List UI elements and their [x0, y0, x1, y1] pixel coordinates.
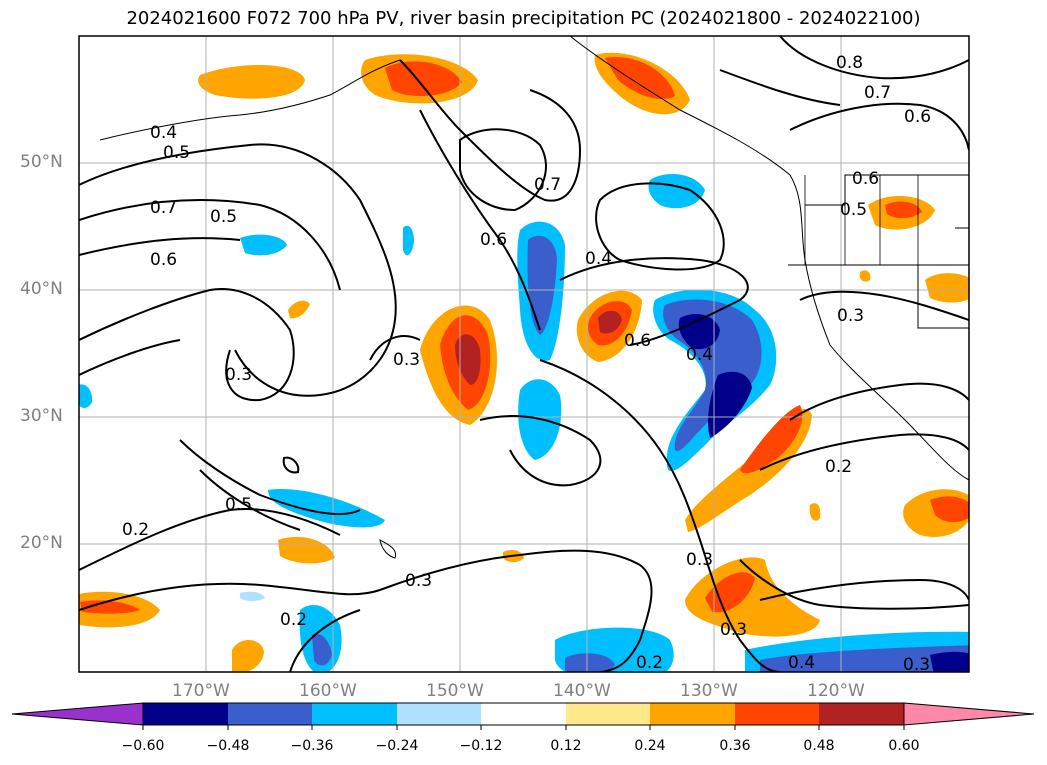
lon-label: 120°W [807, 681, 865, 701]
pos-area [598, 310, 622, 334]
contour-label: 0.6 [150, 250, 177, 270]
colorbar [11, 702, 1035, 730]
contour-label: 0.5 [225, 495, 252, 515]
contour-label: 0.3 [720, 620, 747, 640]
lat-label: 20°N [20, 533, 63, 553]
neg-area [648, 174, 705, 209]
contour-label: 0.5 [840, 200, 867, 220]
lon-label: 160°W [299, 681, 357, 701]
lat-label: 50°N [20, 152, 63, 172]
lon-label: 140°W [553, 681, 611, 701]
neg-area [240, 591, 265, 601]
colorbar-segment [228, 703, 312, 725]
map-title: 2024021600 F072 700 hPa PV, river basin … [126, 8, 921, 29]
pos-area [80, 600, 140, 614]
colorbar-segment [650, 703, 735, 725]
contour-label: 0.4 [150, 123, 177, 143]
contour-label: 0.8 [836, 53, 863, 73]
coastlines [99, 36, 969, 559]
neg-area [930, 651, 969, 672]
neg-area [312, 633, 332, 666]
colorbar-tick-label: 0.48 [803, 738, 835, 754]
pos-area [278, 536, 335, 564]
contour-label: 0.2 [122, 520, 149, 540]
neg-area [240, 234, 287, 256]
pos-area [232, 640, 264, 672]
contour-label: 0.5 [163, 143, 190, 163]
pos-area [198, 64, 305, 99]
pos-area [288, 300, 310, 319]
colorbar-tick-label: 0.12 [550, 738, 582, 754]
contour-label: 0.5 [210, 207, 237, 227]
colorbar-segment [566, 703, 650, 725]
pos-area [740, 405, 803, 474]
colorbar-tick-label: 0.36 [719, 738, 751, 754]
contour-label: 0.2 [280, 610, 307, 630]
colorbar-tick-label: −0.48 [206, 738, 250, 754]
pv-contours [79, 36, 969, 672]
contour-label: 0.3 [225, 365, 252, 385]
contour-label: 0.4 [686, 345, 713, 365]
map-frame [78, 35, 970, 673]
pos-area [925, 273, 969, 303]
contour-label: 0.7 [864, 83, 891, 103]
contour-label: 0.3 [837, 306, 864, 326]
contour-label: 0.6 [904, 107, 931, 127]
contour-label: 0.2 [636, 653, 663, 673]
colorbar-max-arrow [903, 702, 1035, 726]
lat-label: 40°N [20, 279, 63, 299]
pos-area [455, 334, 481, 385]
contour-label: 0.3 [405, 571, 432, 591]
colorbar-min-arrow [11, 702, 144, 726]
pos-area [859, 270, 871, 282]
contour-label: 0.6 [852, 169, 879, 189]
lon-label: 170°W [172, 681, 230, 701]
pos-area [885, 201, 922, 219]
lat-label: 30°N [20, 406, 63, 426]
contour-label: 0.7 [534, 175, 561, 195]
neg-area [403, 225, 414, 256]
neg-area [527, 235, 557, 335]
contour-label: 0.3 [686, 550, 713, 570]
colorbar-tick-label: −0.60 [121, 738, 165, 754]
precip-shading [79, 52, 969, 672]
colorbar-tick-label: −0.36 [290, 738, 334, 754]
colorbar-segment [819, 703, 904, 725]
colorbar-tick-label: 0.60 [888, 738, 920, 754]
neg-area [79, 384, 93, 408]
pos-area [705, 572, 755, 613]
pos-area [930, 496, 969, 523]
colorbar-segment [481, 703, 566, 725]
colorbar-segment [312, 703, 397, 725]
colorbar-segment [735, 703, 819, 725]
neg-area [678, 314, 720, 350]
contour-label: 0.6 [624, 331, 651, 351]
contour-label-group: 0.8 0.7 0.6 0.4 0.5 0.7 0.6 0.5 0.7 0.6 … [122, 53, 931, 675]
graticule [79, 36, 969, 672]
colorbar-segment [397, 703, 481, 725]
neg-area [268, 489, 385, 528]
colorbar-tick-label: −0.24 [375, 738, 419, 754]
contour-label: 0.2 [825, 457, 852, 477]
lon-label: 130°W [680, 681, 738, 701]
neg-area [565, 653, 615, 672]
pos-area [385, 61, 462, 97]
pos-area [809, 503, 821, 521]
contour-label: 0.3 [393, 350, 420, 370]
contour-label: 0.6 [480, 230, 507, 250]
contour-label: 0.3 [903, 655, 930, 675]
neg-area [760, 645, 969, 672]
colorbar-tick-label: 0.24 [634, 738, 666, 754]
neg-area [707, 371, 752, 438]
contour-label: 0.4 [585, 249, 612, 269]
colorbar-segment [143, 703, 228, 725]
contour-label: 0.4 [788, 653, 815, 673]
pos-area [605, 57, 675, 99]
lon-label: 150°W [426, 681, 484, 701]
borders [804, 175, 919, 265]
colorbar-tick-label: −0.12 [459, 738, 503, 754]
contour-label: 0.7 [150, 198, 177, 218]
pos-area [685, 557, 820, 637]
